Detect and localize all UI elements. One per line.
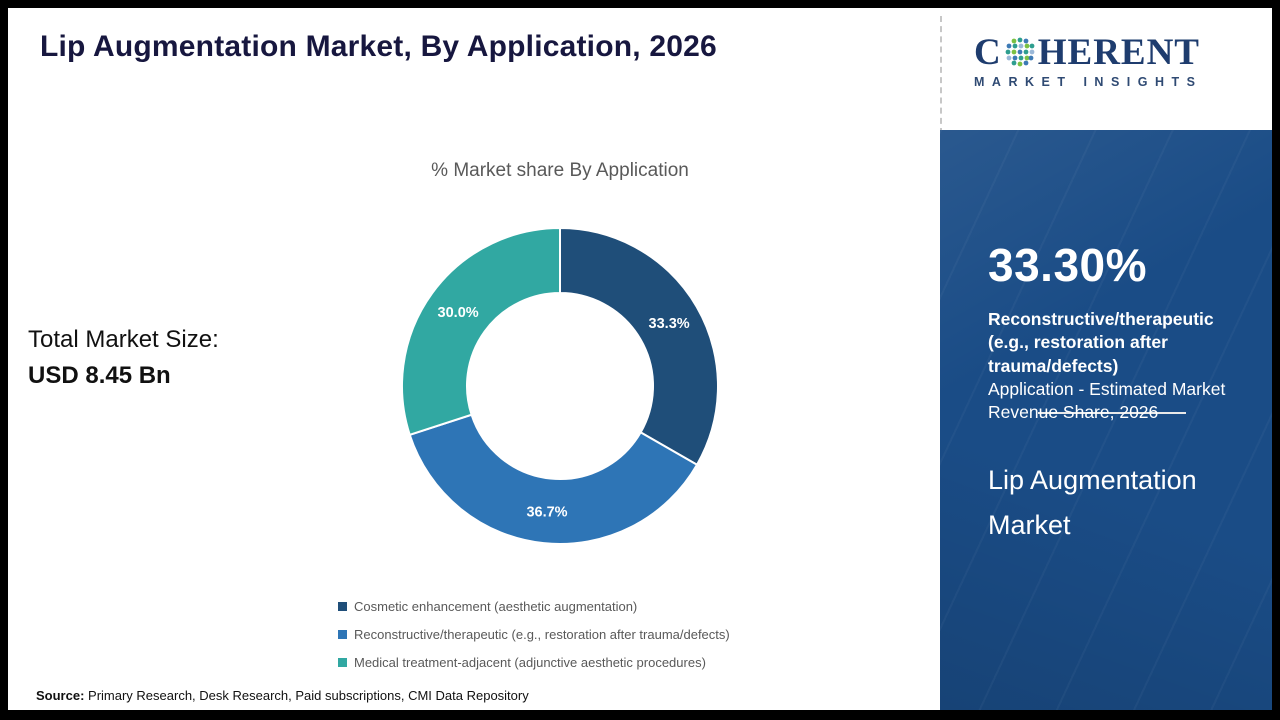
sidebar-stat-value: 33.30% [988,239,1148,291]
highlight-sidebar: 33.30% Reconstructive/therapeutic (e.g.,… [940,130,1272,710]
sidebar-stat-label: Reconstructive/therapeutic (e.g., restor… [988,309,1214,376]
legend-item: Medical treatment-adjacent (adjunctive a… [338,648,730,676]
brand-letter-c: C [974,32,1002,73]
segment-value-label: 33.3% [649,316,690,332]
sidebar-stat-sublabel: Application - Estimated Market Revenue S… [988,378,1226,423]
donut-chart: 33.3% 36.7% 30.0% [400,226,720,546]
sidebar-market-name: Lip Augmentation Market [988,465,1197,540]
sidebar-underline [1038,412,1186,415]
source-note: Source: Primary Research, Desk Research,… [36,688,529,703]
segment-value-label: 30.0% [438,305,479,321]
legend-swatch [338,629,347,639]
donut-chart-svg: 33.3% 36.7% 30.0% [401,226,720,546]
brand-letters-rest: HERENT [1037,32,1200,73]
sidebar-content: 33.30% Reconstructive/therapeutic (e.g.,… [940,130,1272,547]
logo-globe-icon [1005,37,1035,66]
legend-item: Reconstructive/therapeutic (e.g., restor… [338,620,730,648]
legend-label: Cosmetic enhancement (aesthetic augmenta… [354,598,638,614]
donut-segment [559,226,720,467]
chart-legend: Cosmetic enhancement (aesthetic augmenta… [338,592,730,676]
source-label: Source: [36,688,85,703]
donut-segment [401,226,561,437]
brand-wordmark: C HERENT [974,34,1272,71]
page-title: Lip Augmentation Market, By Application,… [40,30,717,63]
total-market-size: Total Market Size: USD 8.45 Bn [28,326,328,390]
total-market-size-label: Total Market Size: [28,326,219,353]
legend-label: Medical treatment-adjacent (adjunctive a… [354,654,706,670]
legend-item: Cosmetic enhancement (aesthetic augmenta… [338,592,730,620]
donut-segment [408,413,699,546]
source-text: Primary Research, Desk Research, Paid su… [84,688,529,703]
infographic-canvas: Lip Augmentation Market, By Application,… [8,8,1272,710]
legend-label: Reconstructive/therapeutic (e.g., restor… [354,626,730,642]
brand-logo: C HERENT MARKET INSIGHTS [940,8,1272,89]
dashed-divider [940,16,942,134]
segment-value-label: 36.7% [526,504,567,520]
total-market-size-value: USD 8.45 Bn [28,362,171,389]
chart-title: % Market share By Application [431,160,689,181]
brand-logo-area: C HERENT MARKET INSIGHTS [940,8,1272,134]
legend-swatch [338,601,347,611]
brand-tagline: MARKET INSIGHTS [974,75,1203,89]
legend-swatch [338,657,347,667]
